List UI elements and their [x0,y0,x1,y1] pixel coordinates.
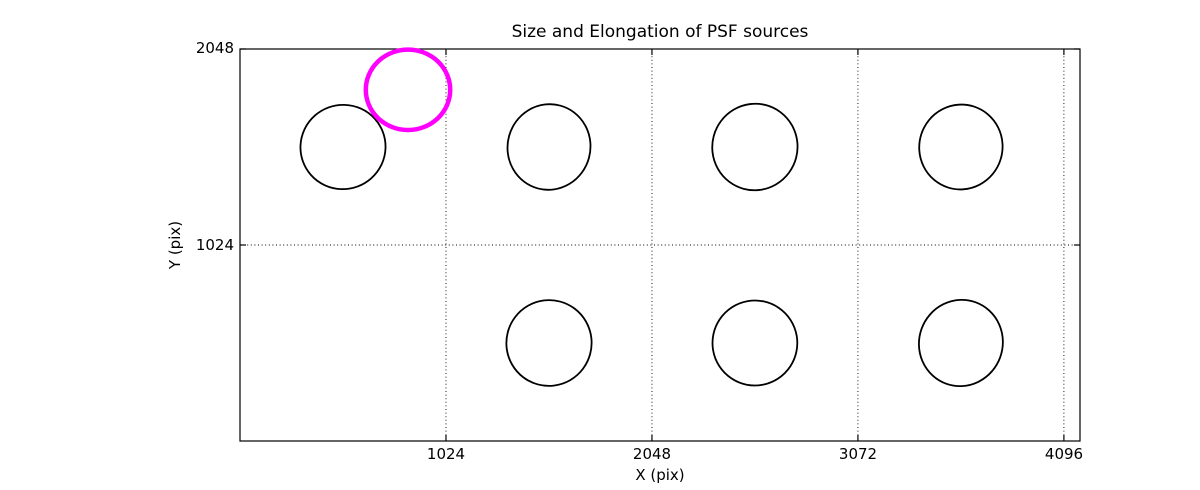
psf-source-ellipse [711,299,799,387]
chart-title: Size and Elongation of PSF sources [511,22,809,42]
psf-source-ellipse-flagged [363,47,453,133]
x-tick-label-2048: 2048 [632,445,672,463]
psf-source-ellipse [506,103,592,191]
x-tick-label-3072: 3072 [838,445,878,463]
x-axis-label: X (pix) [635,466,685,484]
psf-source-ellipse [918,298,1004,388]
psf-source-ellipse [299,103,387,191]
axes-border [239,48,1081,442]
psf-source-ellipse [711,102,799,192]
y-tick-label-2048: 2048 [195,39,234,57]
psf-source-ellipse [505,299,593,387]
y-tick-label-1024: 1024 [195,236,234,254]
x-tick-label-4096: 4096 [1044,445,1084,463]
psf-source-ellipse [918,103,1004,191]
x-tick-label-1024: 1024 [426,445,466,463]
